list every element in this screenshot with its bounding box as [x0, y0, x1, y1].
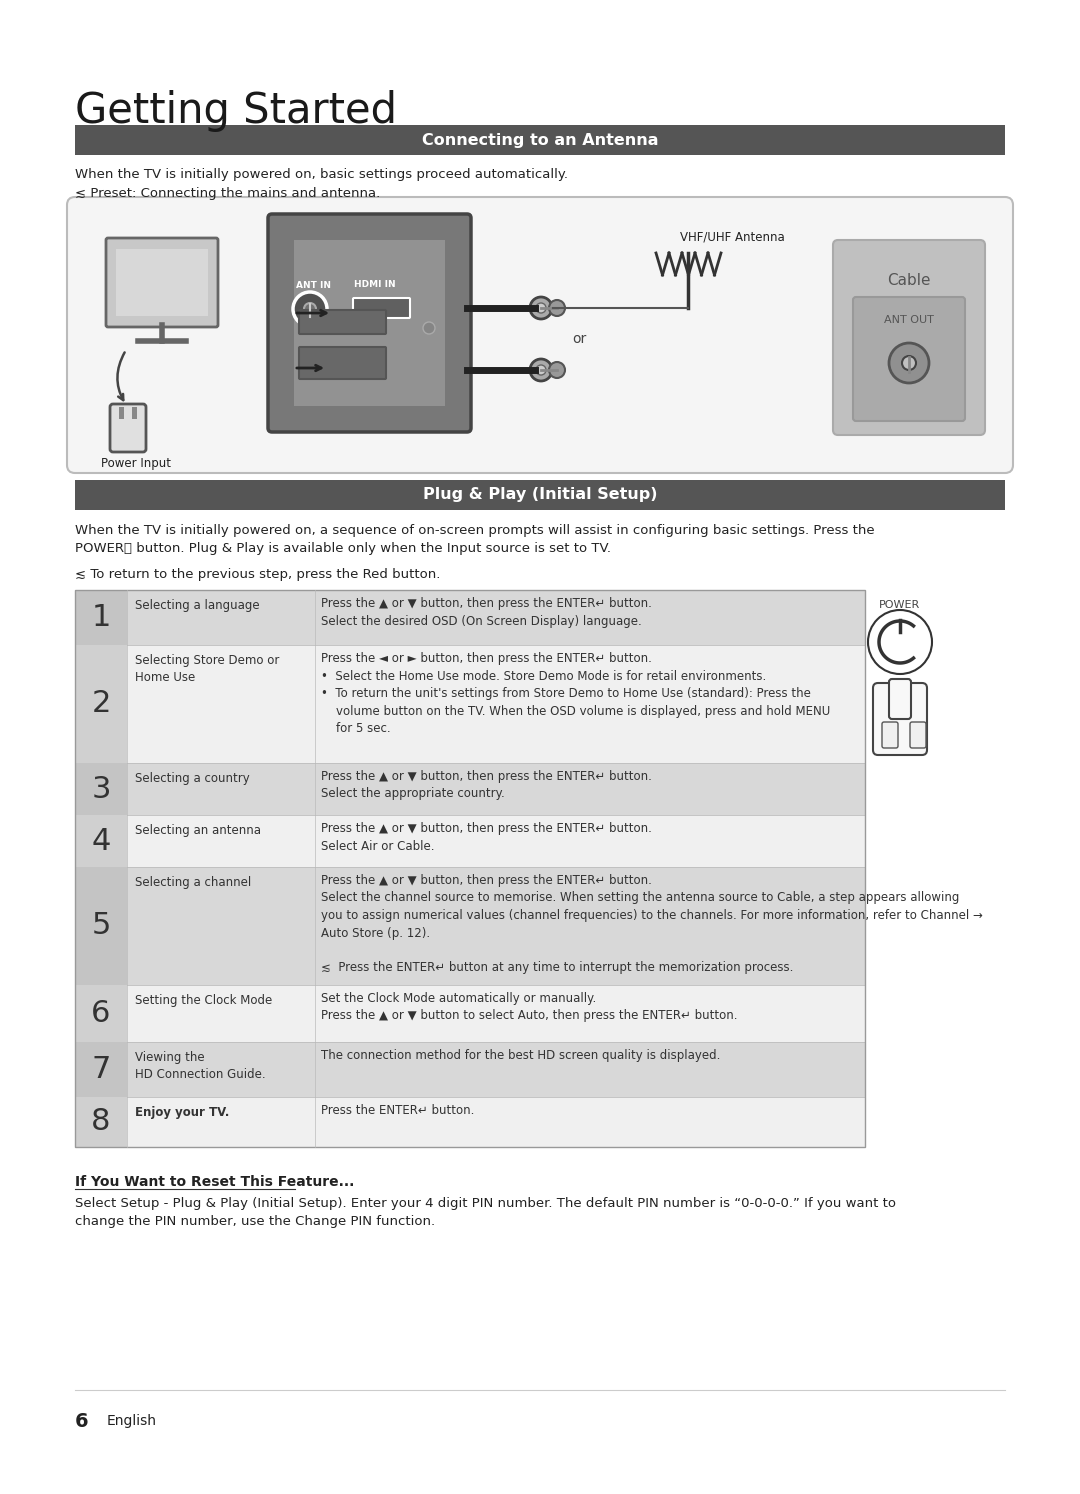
- Circle shape: [530, 359, 552, 381]
- Text: ANT OUT: ANT OUT: [885, 315, 934, 326]
- Text: Setting the Clock Mode: Setting the Clock Mode: [135, 994, 272, 1007]
- FancyBboxPatch shape: [833, 241, 985, 435]
- Text: 1: 1: [92, 604, 110, 632]
- Text: 3: 3: [91, 774, 111, 804]
- Text: Viewing the
HD Connection Guide.: Viewing the HD Connection Guide.: [135, 1050, 266, 1082]
- Text: 5: 5: [92, 911, 110, 941]
- Text: Press the ▲ or ▼ button, then press the ENTER↵ button.
Select the channel source: Press the ▲ or ▼ button, then press the …: [321, 874, 983, 974]
- FancyBboxPatch shape: [294, 241, 445, 406]
- FancyBboxPatch shape: [873, 683, 927, 754]
- FancyBboxPatch shape: [110, 403, 146, 453]
- Text: Set the Clock Mode automatically or manually.
Press the ▲ or ▼ button to select : Set the Clock Mode automatically or manu…: [321, 992, 738, 1022]
- FancyBboxPatch shape: [75, 985, 127, 1041]
- Text: When the TV is initially powered on, a sequence of on-screen prompts will assist: When the TV is initially powered on, a s…: [75, 524, 875, 536]
- Circle shape: [868, 610, 932, 674]
- FancyBboxPatch shape: [299, 309, 386, 335]
- Text: 6: 6: [92, 999, 110, 1028]
- FancyBboxPatch shape: [853, 297, 966, 421]
- Text: ≲ Preset: Connecting the mains and antenna.: ≲ Preset: Connecting the mains and anten…: [75, 187, 380, 200]
- FancyBboxPatch shape: [75, 816, 865, 867]
- Text: Cable: Cable: [888, 273, 931, 288]
- FancyBboxPatch shape: [75, 763, 865, 816]
- FancyBboxPatch shape: [75, 590, 865, 645]
- Text: ≲ To return to the previous step, press the Red button.: ≲ To return to the previous step, press …: [75, 568, 441, 581]
- FancyBboxPatch shape: [268, 214, 471, 432]
- Text: Selecting a country: Selecting a country: [135, 772, 249, 784]
- FancyBboxPatch shape: [910, 722, 926, 748]
- Text: 6: 6: [75, 1412, 89, 1431]
- Circle shape: [423, 323, 435, 335]
- Circle shape: [536, 303, 546, 314]
- Text: 8: 8: [91, 1107, 111, 1137]
- FancyBboxPatch shape: [75, 1097, 865, 1147]
- Text: ANT IN: ANT IN: [296, 281, 330, 290]
- Text: or: or: [572, 332, 586, 347]
- Text: HDMI IN: HDMI IN: [354, 279, 395, 288]
- FancyBboxPatch shape: [75, 1041, 865, 1097]
- FancyBboxPatch shape: [75, 1041, 127, 1097]
- FancyBboxPatch shape: [75, 125, 1005, 155]
- FancyBboxPatch shape: [75, 645, 127, 763]
- Text: Selecting an antenna: Selecting an antenna: [135, 825, 261, 837]
- FancyBboxPatch shape: [75, 1097, 127, 1147]
- FancyBboxPatch shape: [75, 816, 127, 867]
- Circle shape: [889, 344, 929, 382]
- Circle shape: [549, 362, 565, 378]
- FancyBboxPatch shape: [889, 678, 912, 719]
- FancyBboxPatch shape: [106, 238, 218, 327]
- Text: POWER: POWER: [879, 601, 920, 610]
- Text: Press the ENTER↵ button.: Press the ENTER↵ button.: [321, 1104, 474, 1118]
- Circle shape: [902, 356, 916, 371]
- FancyBboxPatch shape: [353, 297, 410, 318]
- Text: 7: 7: [92, 1055, 110, 1085]
- Circle shape: [530, 297, 552, 320]
- Text: Press the ▲ or ▼ button, then press the ENTER↵ button.
Select the desired OSD (O: Press the ▲ or ▼ button, then press the …: [321, 598, 652, 627]
- Text: Enjoy your TV.: Enjoy your TV.: [135, 1106, 229, 1119]
- FancyBboxPatch shape: [119, 406, 124, 418]
- Text: POWER⒨ button. Plug & Play is available only when the Input source is set to TV.: POWER⒨ button. Plug & Play is available …: [75, 542, 611, 554]
- FancyBboxPatch shape: [132, 406, 137, 418]
- Text: Plug & Play (Initial Setup): Plug & Play (Initial Setup): [422, 487, 658, 502]
- FancyBboxPatch shape: [75, 590, 127, 645]
- Text: The connection method for the best HD screen quality is displayed.: The connection method for the best HD sc…: [321, 1049, 720, 1062]
- Text: Press the ◄ or ► button, then press the ENTER↵ button.
•  Select the Home Use mo: Press the ◄ or ► button, then press the …: [321, 651, 831, 735]
- Text: Getting Started: Getting Started: [75, 90, 397, 131]
- Text: Connecting to an Antenna: Connecting to an Antenna: [422, 133, 658, 148]
- FancyBboxPatch shape: [75, 763, 127, 816]
- Circle shape: [303, 303, 316, 315]
- Circle shape: [293, 291, 327, 326]
- FancyBboxPatch shape: [75, 480, 1005, 509]
- Text: VHF/UHF Antenna: VHF/UHF Antenna: [680, 230, 785, 244]
- Text: English: English: [107, 1413, 157, 1428]
- Circle shape: [549, 300, 565, 317]
- Circle shape: [536, 365, 546, 375]
- FancyBboxPatch shape: [75, 645, 865, 763]
- FancyBboxPatch shape: [299, 347, 386, 379]
- Text: Selecting a channel: Selecting a channel: [135, 875, 252, 889]
- FancyBboxPatch shape: [75, 867, 127, 985]
- Text: Selecting a language: Selecting a language: [135, 599, 259, 613]
- Text: Select Setup - Plug & Play (Initial Setup). Enter your 4 digit PIN number. The d: Select Setup - Plug & Play (Initial Setu…: [75, 1197, 896, 1210]
- Text: 4: 4: [92, 826, 110, 856]
- FancyBboxPatch shape: [67, 197, 1013, 474]
- Text: When the TV is initially powered on, basic settings proceed automatically.: When the TV is initially powered on, bas…: [75, 167, 568, 181]
- Text: Press the ▲ or ▼ button, then press the ENTER↵ button.
Select Air or Cable.: Press the ▲ or ▼ button, then press the …: [321, 822, 652, 853]
- FancyBboxPatch shape: [116, 249, 208, 317]
- Text: 2: 2: [92, 690, 110, 719]
- Text: If You Want to Reset This Feature...: If You Want to Reset This Feature...: [75, 1174, 354, 1189]
- FancyBboxPatch shape: [75, 867, 865, 985]
- FancyBboxPatch shape: [882, 722, 897, 748]
- FancyBboxPatch shape: [75, 985, 865, 1041]
- Text: change the PIN number, use the Change PIN function.: change the PIN number, use the Change PI…: [75, 1215, 435, 1228]
- Text: Press the ▲ or ▼ button, then press the ENTER↵ button.
Select the appropriate co: Press the ▲ or ▼ button, then press the …: [321, 769, 652, 801]
- Text: Selecting Store Demo or
Home Use: Selecting Store Demo or Home Use: [135, 654, 280, 684]
- Text: Power Input: Power Input: [102, 457, 171, 471]
